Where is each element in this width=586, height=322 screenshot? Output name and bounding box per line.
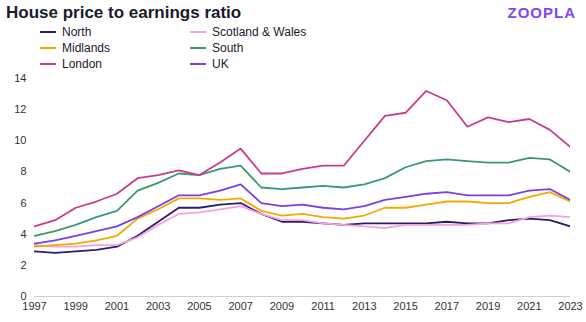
- svg-text:2015: 2015: [393, 300, 417, 312]
- svg-text:12: 12: [14, 103, 26, 115]
- svg-text:2: 2: [20, 259, 26, 271]
- html-text:Scotland & Wales: Scotland & Wales: [212, 24, 307, 39]
- svg-text:14: 14: [14, 72, 26, 84]
- svg-text:2013: 2013: [352, 300, 376, 312]
- svg-text:2007: 2007: [228, 300, 252, 312]
- svg-text:2005: 2005: [187, 300, 211, 312]
- html-text:South: South: [212, 40, 244, 55]
- svg-text:0: 0: [20, 290, 26, 302]
- svg-text:1999: 1999: [63, 300, 87, 312]
- svg-text:10: 10: [14, 134, 26, 146]
- svg-text:2019: 2019: [476, 300, 500, 312]
- svg-text:6: 6: [20, 197, 26, 209]
- html-text:London: London: [62, 56, 102, 71]
- svg-text:2009: 2009: [270, 300, 294, 312]
- svg-text:1997: 1997: [22, 300, 46, 312]
- html-text:North: North: [62, 24, 92, 39]
- html-text:House price to earnings ratio: House price to earnings ratio: [6, 3, 242, 22]
- html-text:Midlands: Midlands: [62, 40, 110, 55]
- html-text:ZOOPLA: ZOOPLA: [507, 4, 576, 21]
- svg-text:2021: 2021: [517, 300, 541, 312]
- svg-text:2003: 2003: [146, 300, 170, 312]
- svg-text:2017: 2017: [435, 300, 459, 312]
- html-text:UK: UK: [212, 56, 229, 71]
- svg-text:8: 8: [20, 165, 26, 177]
- svg-text:2001: 2001: [105, 300, 129, 312]
- svg-text:2011: 2011: [311, 300, 335, 312]
- svg-text:2023: 2023: [558, 300, 582, 312]
- svg-text:4: 4: [20, 228, 26, 240]
